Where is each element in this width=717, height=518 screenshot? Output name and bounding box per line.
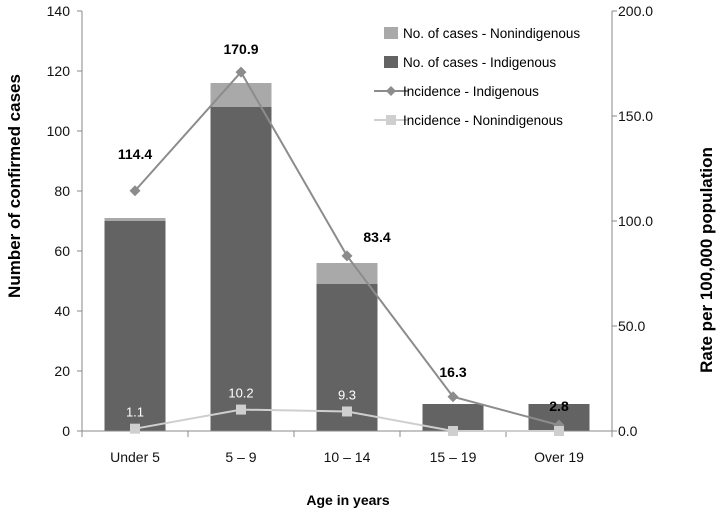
bar-indigenous <box>104 221 166 431</box>
incidence-indigenous-label: 16.3 <box>439 364 466 380</box>
incidence-indigenous-point <box>129 185 141 197</box>
y2-axis-title: Rate per 100,000 population <box>697 147 716 373</box>
x-axis-title: Age in years <box>306 492 389 508</box>
y-tick-label: 60 <box>54 243 70 259</box>
legend-swatch <box>384 27 398 39</box>
incidence-indigenous-label: 114.4 <box>118 146 152 162</box>
y-axis-left-ticks: 0 20 40 60 80 100 120 140 <box>47 3 82 439</box>
incidence-nonindigenous-point <box>554 426 564 436</box>
incidence-nonindigenous-point <box>342 406 352 417</box>
legend-swatch <box>384 56 398 68</box>
legend-label: Incidence - Nonindigenous <box>403 113 563 128</box>
x-axis-ticks: Under 5 5 – 9 10 – 14 15 – 19 Over 19 <box>110 449 584 465</box>
bar-indigenous <box>210 107 272 431</box>
x-tick-label: 5 – 9 <box>225 449 256 465</box>
x-tick-label: 10 – 14 <box>324 449 371 465</box>
legend-label: Incidence - Indigenous <box>403 84 539 99</box>
incidence-indigenous-point <box>341 250 353 262</box>
y-tick-label: 20 <box>54 363 70 379</box>
incidence-nonindigenous-point <box>236 404 246 415</box>
legend-label: No. of cases - Nonindigenous <box>403 26 580 41</box>
y2-tick-label: 0.0 <box>618 423 638 439</box>
bar-nonindigenous <box>104 218 166 221</box>
y2-tick-label: 50.0 <box>618 318 645 334</box>
y-axis-title: Number of confirmed cases <box>5 74 24 298</box>
y2-tick-label: 200.0 <box>618 3 653 19</box>
bars <box>104 83 590 431</box>
incidence-nonindigenous-label: 9.3 <box>338 387 356 402</box>
incidence-nonindigenous-label: 1.1 <box>126 405 144 420</box>
incidence-indigenous-label: 170.9 <box>223 41 258 57</box>
incidence-indigenous-point <box>235 66 247 78</box>
incidence-nonindigenous-label: 10.2 <box>228 386 253 401</box>
legend: No. of cases - Nonindigenous No. of cases… <box>374 26 580 128</box>
x-tick-label: 15 – 19 <box>430 449 477 465</box>
y2-tick-label: 150.0 <box>618 108 653 124</box>
y-tick-label: 80 <box>54 183 70 199</box>
y2-tick-label: 100.0 <box>618 213 653 229</box>
x-tick-label: Over 19 <box>534 449 584 465</box>
incidence-indigenous-label: 83.4 <box>363 229 390 245</box>
incidence-indigenous-point <box>447 391 459 403</box>
data-labels: 114.4 170.9 83.4 16.3 2.8 1.1 10.2 9.3 <box>118 41 569 420</box>
x-tick-label: Under 5 <box>110 449 160 465</box>
incidence-indigenous-label: 2.8 <box>549 398 569 414</box>
legend-marker <box>386 115 396 125</box>
incidence-nonindigenous-point <box>448 426 458 436</box>
y-tick-label: 120 <box>47 63 71 79</box>
y-axis-right-ticks: 0.0 50.0 100.0 150.0 200.0 <box>612 3 653 439</box>
y-tick-label: 100 <box>47 123 71 139</box>
y-tick-label: 40 <box>54 303 70 319</box>
y-tick-label: 0 <box>62 423 70 439</box>
y-tick-label: 140 <box>47 3 71 19</box>
legend-label: No. of cases - Indigenous <box>403 55 556 70</box>
lines <box>129 66 565 436</box>
incidence-nonindigenous-point <box>130 423 140 434</box>
legend-marker <box>386 86 396 96</box>
bar-nonindigenous <box>316 263 378 284</box>
